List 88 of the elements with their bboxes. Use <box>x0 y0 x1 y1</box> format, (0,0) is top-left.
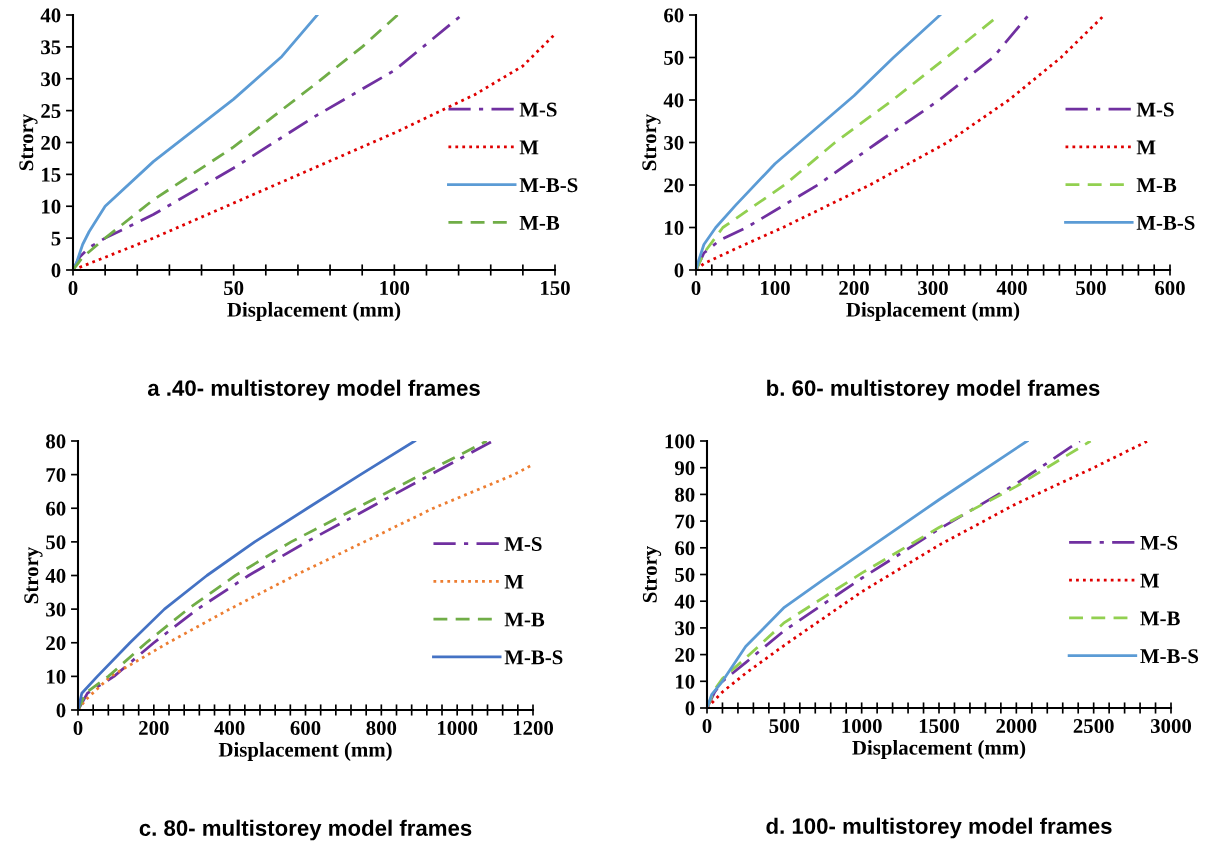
y-tick-label: 70 <box>675 514 695 529</box>
legend-label: M-S <box>1140 535 1178 550</box>
legend-label: M-B-S <box>1140 649 1199 664</box>
y-tick-label: 30 <box>46 602 66 617</box>
legend-label: M <box>1140 573 1160 588</box>
x-tick-label: 400 <box>996 281 1027 296</box>
legend-label: M-S <box>519 102 557 117</box>
x-tick-label: 2500 <box>1073 719 1114 734</box>
legend-label: M <box>504 574 524 589</box>
y-tick-label: 20 <box>41 135 61 150</box>
y-tick-label: 0 <box>685 701 695 716</box>
y-tick-label: 100 <box>665 434 695 449</box>
y-tick-label: 25 <box>41 104 61 119</box>
x-tick-label: 400 <box>214 721 245 736</box>
y-tick-label: 40 <box>674 594 695 609</box>
y-tick-label: 50 <box>664 50 684 65</box>
x-tick-label: 1000 <box>438 721 478 736</box>
x-tick-label: 1500 <box>919 719 960 734</box>
text: d. 100- multistorey model frames <box>766 817 1112 839</box>
legend-label: M <box>519 140 539 155</box>
y-tick-label: 50 <box>46 535 66 550</box>
x-axis-title: Displacement (mm) <box>846 302 1020 321</box>
y-axis-title: Strory <box>642 545 662 603</box>
x-tick-label: 0 <box>68 281 78 296</box>
legend-label: M <box>1136 140 1156 155</box>
y-tick-label: 40 <box>40 8 61 23</box>
legend-label: M-S <box>504 537 542 552</box>
text: c. 80- multistorey model frames <box>139 819 472 841</box>
y-tick-label: 20 <box>664 178 684 193</box>
y-tick-label: 10 <box>676 674 695 689</box>
y-tick-label: 10 <box>42 199 61 214</box>
y-tick-label: 0 <box>51 263 61 278</box>
legend-label: M-B <box>504 612 545 627</box>
legend-label: M-B <box>1136 178 1177 193</box>
y-tick-label: 20 <box>46 636 66 651</box>
x-tick-label: 3000 <box>1150 719 1192 734</box>
y-tick-label: 30 <box>664 135 684 150</box>
y-tick-label: 40 <box>45 568 66 583</box>
y-tick-label: 60 <box>46 501 66 516</box>
y-tick-label: 0 <box>56 703 66 718</box>
x-tick-label: 100 <box>761 281 790 296</box>
legend-label: M-B-S <box>519 178 578 193</box>
y-tick-label: 70 <box>46 468 66 483</box>
y-tick-label: 10 <box>665 220 684 235</box>
y-tick-label: 80 <box>46 434 66 449</box>
x-tick-label: 500 <box>1076 281 1106 296</box>
x-axis-title: Displacement (mm) <box>852 740 1026 759</box>
x-tick-label: 1000 <box>842 719 882 734</box>
x-tick-label: 600 <box>1155 281 1185 296</box>
x-tick-label: 800 <box>366 721 397 736</box>
y-tick-label: 5 <box>51 231 61 246</box>
y-tick-label: 10 <box>47 669 66 684</box>
x-tick-label: 0 <box>73 721 83 736</box>
legend-label: M-B <box>519 216 560 230</box>
x-tick-label: 1200 <box>513 721 554 736</box>
legend-label: M-S <box>1136 102 1174 117</box>
y-tick-label: 30 <box>41 72 61 87</box>
x-tick-label: 100 <box>380 281 410 296</box>
y-tick-label: 60 <box>675 541 695 556</box>
legend-label: M-B <box>1140 611 1180 626</box>
x-tick-label: 200 <box>139 721 169 736</box>
x-tick-label: 500 <box>769 719 800 734</box>
y-tick-label: 50 <box>675 567 695 582</box>
legend-label: M-B-S <box>1136 215 1195 230</box>
y-axis-title: Strory <box>19 113 38 171</box>
x-axis-title: Displacement (mm) <box>227 302 401 321</box>
x-axis-title: Displacement (mm) <box>218 742 392 761</box>
y-tick-label: 80 <box>675 487 695 502</box>
y-tick-label: 35 <box>41 40 61 55</box>
y-tick-label: 0 <box>674 263 684 278</box>
y-tick-label: 90 <box>674 461 695 476</box>
x-tick-label: 200 <box>839 281 869 296</box>
legend-label: M-B-S <box>504 650 563 665</box>
x-tick-label: 150 <box>541 281 570 296</box>
x-tick-label: 600 <box>290 721 321 736</box>
text: b. 60- multistorey model frames <box>767 379 1100 401</box>
x-tick-label: 300 <box>918 281 948 296</box>
y-axis-title: Strory <box>642 113 661 171</box>
text: a .40- multistorey model frames <box>147 379 480 401</box>
x-tick-label: 2000 <box>996 719 1037 734</box>
x-tick-label: 50 <box>224 281 244 296</box>
y-axis-title: Strory <box>24 546 43 604</box>
y-tick-label: 40 <box>663 93 684 108</box>
y-tick-label: 20 <box>675 647 695 663</box>
y-tick-label: 60 <box>664 8 684 23</box>
y-tick-label: 30 <box>675 621 695 636</box>
x-tick-label: 0 <box>702 719 712 734</box>
y-tick-label: 15 <box>42 167 61 182</box>
